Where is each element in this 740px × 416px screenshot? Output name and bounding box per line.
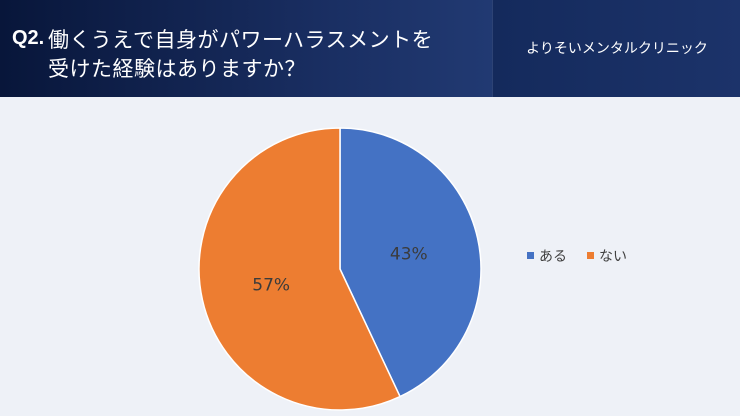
pie-slices [198,127,482,411]
pie-slice-ない [198,127,402,411]
question-text-line1: 働くうえで自身がパワーハラスメントを [48,28,434,52]
clinic-name: よりそいメンタルクリニック [526,41,708,57]
clinic-panel [492,0,740,97]
slice-label-ある: 43% [390,245,428,265]
legend-swatch-ある [527,252,534,259]
question-number: Q2. [12,27,45,49]
pie-slice-ある [339,127,482,398]
legend-label-ある: ある [539,249,567,265]
pie-chart: 43% 57% ある ない [198,127,627,411]
legend-swatch-ない [587,252,594,259]
chart-legend: ある ない [527,249,627,265]
legend-label-ない: ない [599,249,627,265]
slice-label-ない: 57% [252,275,290,295]
pie-slice-labels: 43% 57% [252,245,427,296]
question-text-line2: 受けた経験はありますか？ [48,57,306,81]
